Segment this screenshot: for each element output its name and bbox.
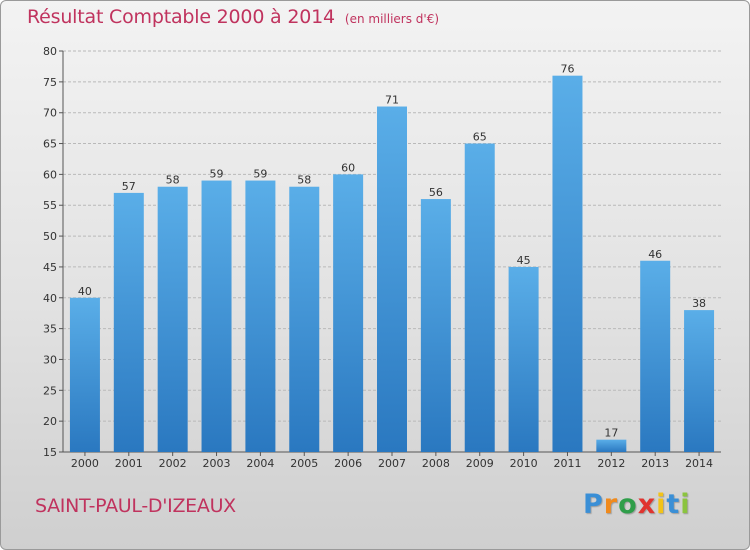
bar [201, 180, 232, 453]
axes: 15 20 25 30 35 40 45 50 55 60 65 70 75 80 [43, 45, 721, 459]
brand-letter: r [603, 489, 619, 520]
bar [113, 192, 144, 452]
y-tick-label: 65 [43, 138, 57, 151]
y-tick-label: 15 [43, 446, 57, 459]
bar [596, 439, 627, 452]
chart-title: Résultat Comptable 2000 à 2014 [27, 6, 335, 28]
bar-value-label: 59 [210, 168, 224, 181]
bar [684, 310, 715, 452]
bars [69, 75, 715, 453]
brand-letter: o [618, 489, 638, 520]
y-tick-label: 55 [43, 199, 57, 212]
x-tick-label: 2004 [246, 457, 274, 470]
x-tick-label: 2005 [290, 457, 318, 470]
y-tick-label: 35 [43, 323, 57, 336]
x-tick-label: 2006 [334, 457, 362, 470]
brand-letter: i [680, 489, 691, 520]
y-tick-label: 30 [43, 353, 57, 366]
bar-value-label: 38 [692, 297, 706, 310]
bar [640, 260, 671, 452]
brand-logo: Proxiti [583, 489, 691, 520]
bar-value-label: 65 [473, 131, 487, 144]
y-tick-label: 45 [43, 261, 57, 274]
bar-value-label: 17 [604, 427, 618, 440]
y-tick-label: 20 [43, 415, 57, 428]
bar [245, 180, 276, 453]
chart-subtitle: (en milliers d'€) [344, 12, 440, 26]
x-tick-label: 2014 [685, 457, 713, 470]
y-tick-label: 80 [43, 45, 57, 58]
y-tick-label: 25 [43, 384, 57, 397]
bar-value-label: 46 [648, 248, 662, 261]
bar [69, 297, 100, 452]
bar [420, 199, 451, 452]
x-tick-label: 2011 [553, 457, 581, 470]
y-tick-label: 70 [43, 107, 57, 120]
bar-value-label: 57 [122, 180, 136, 193]
bar-value-label: 60 [341, 161, 355, 174]
x-tick-label: 2012 [597, 457, 625, 470]
bar-value-label: 59 [253, 168, 267, 181]
x-tick-label: 2003 [203, 457, 231, 470]
title-block: Résultat Comptable 2000 à 2014 (en millie… [27, 6, 439, 28]
y-tick-label: 50 [43, 230, 57, 243]
labels: 40 2000 57 2001 58 2002 59 2003 59 2004 58 2005 60 20… [71, 63, 713, 470]
x-tick-label: 2007 [378, 457, 406, 470]
x-tick-label: 2001 [115, 457, 143, 470]
bar [508, 266, 539, 452]
brand-letter: i [656, 489, 667, 520]
bar-value-label: 71 [385, 94, 399, 107]
location-name: SAINT-PAUL-D'IZEAUX [35, 495, 236, 517]
brand-letter: x [637, 489, 657, 520]
brand-letter: P [583, 489, 604, 520]
bar [289, 186, 320, 452]
brand-letter: t [666, 489, 681, 520]
bar-value-label: 76 [560, 63, 574, 76]
bar [464, 143, 495, 453]
x-tick-label: 2002 [159, 457, 187, 470]
x-tick-label: 2008 [422, 457, 450, 470]
y-tick-label: 60 [43, 168, 57, 181]
bar-value-label: 45 [517, 254, 531, 267]
x-tick-label: 2009 [466, 457, 494, 470]
y-tick-label: 75 [43, 76, 57, 89]
bar [157, 186, 188, 452]
bar [377, 106, 407, 453]
bar [333, 174, 364, 452]
bar-value-label: 58 [166, 174, 180, 187]
bar-value-label: 56 [429, 186, 443, 199]
x-tick-label: 2010 [510, 457, 538, 470]
bar-value-label: 40 [78, 285, 92, 298]
bar-value-label: 58 [297, 174, 311, 187]
y-tick-label: 40 [43, 292, 57, 305]
x-tick-label: 2013 [641, 457, 669, 470]
x-tick-label: 2000 [71, 457, 99, 470]
bar [552, 75, 583, 452]
